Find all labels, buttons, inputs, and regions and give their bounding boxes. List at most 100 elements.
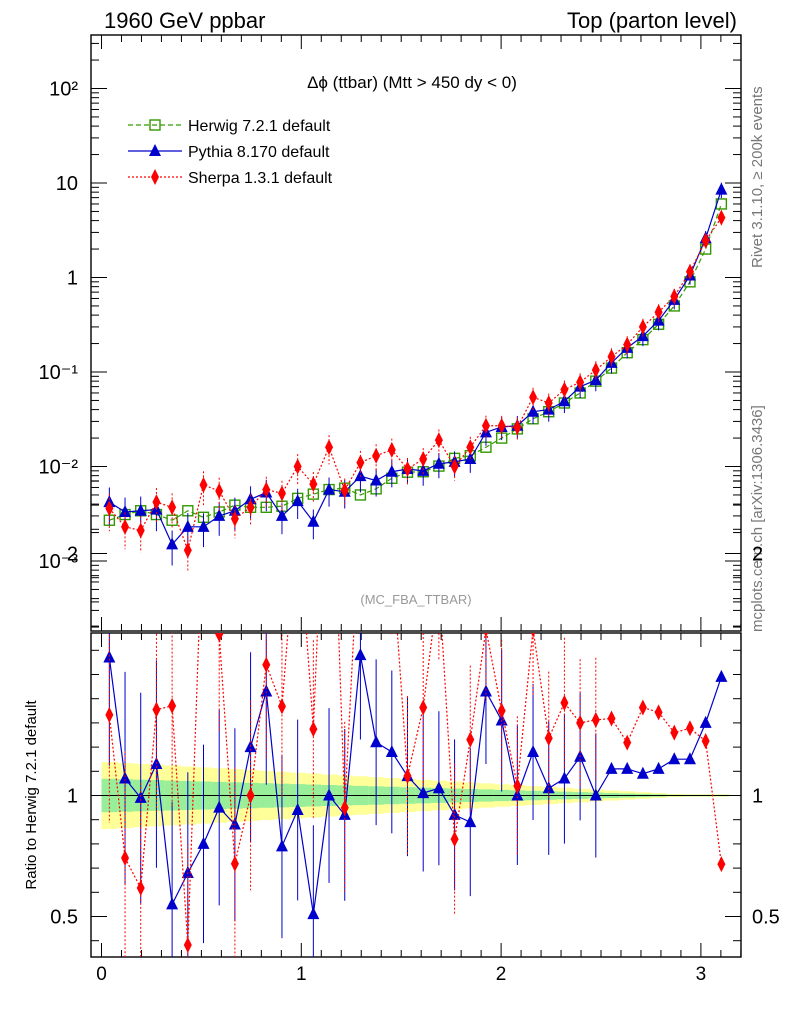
sherpa-1-3-1-default-ratio-point bbox=[183, 936, 192, 953]
sherpa-1-3-1-default-ratio-point bbox=[607, 710, 616, 727]
pythia-8-170-default-ratio-point bbox=[621, 761, 634, 774]
pythia-8-170-default-ratio-line bbox=[108, 655, 722, 915]
sherpa-1-3-1-default-ratio-point bbox=[497, 702, 506, 719]
upper-plot-frame bbox=[90, 34, 742, 632]
sherpa-1-3-1-default-ratio-point bbox=[121, 849, 130, 866]
pythia-8-170-default-ratio-point bbox=[652, 761, 665, 774]
header-left-label: 1960 GeV ppbar bbox=[104, 8, 265, 33]
plot-title: Δϕ (ttbar) (Mtt > 450 dy < 0) bbox=[307, 73, 517, 92]
pythia-8-170-default-ratio-point bbox=[417, 786, 430, 799]
pythia-8-170-default-point bbox=[181, 519, 194, 532]
pythia-8-170-default-point bbox=[370, 473, 383, 486]
sherpa-1-3-1-default-point bbox=[591, 361, 600, 378]
sherpa-1-3-1-default-point bbox=[434, 432, 443, 449]
sherpa-1-3-1-default-point bbox=[325, 439, 334, 456]
ratio-y-tick-label: 1 bbox=[752, 786, 763, 808]
legend-marker bbox=[149, 119, 161, 131]
pythia-8-170-default-ratio-point bbox=[260, 684, 273, 697]
y-tick-label: 10 bbox=[56, 173, 78, 195]
pythia-8-170-default-ratio-point bbox=[275, 839, 288, 852]
pythia-8-170-default-point bbox=[715, 182, 728, 195]
pythia-8-170-default-ratio-point bbox=[448, 807, 461, 820]
sherpa-1-3-1-default-point bbox=[419, 451, 428, 468]
pythia-8-170-default-ratio-point bbox=[542, 781, 555, 794]
pythia-8-170-default-ratio-point bbox=[213, 800, 226, 813]
sherpa-1-3-1-default-ratio-point bbox=[168, 697, 177, 714]
sherpa-1-3-1-default-point bbox=[544, 394, 553, 411]
header-right-label: Top (parton level) bbox=[567, 8, 737, 33]
sherpa-1-3-1-default-ratio-point bbox=[309, 721, 318, 738]
sherpa-1-3-1-default-ratio-point bbox=[654, 704, 663, 721]
pythia-8-170-default-ratio-point bbox=[197, 836, 210, 849]
x-tick-label: 0 bbox=[96, 964, 107, 985]
x-tick-label: 3 bbox=[696, 964, 707, 985]
sherpa-1-3-1-default-point bbox=[387, 441, 396, 458]
sherpa-1-3-1-default-point bbox=[168, 499, 177, 516]
sherpa-1-3-1-default-ratio-point bbox=[530, 633, 536, 638]
pythia-8-170-default-point bbox=[385, 464, 398, 477]
sherpa-1-3-1-default-ratio-point bbox=[136, 880, 145, 897]
pythia-8-170-default-ratio-point bbox=[464, 815, 477, 828]
sherpa-1-3-1-default-point bbox=[403, 461, 412, 478]
pythia-8-170-default-ratio-point bbox=[385, 744, 398, 757]
pythia-8-170-default-ratio-point bbox=[370, 735, 383, 748]
pythia-8-170-default-ratio-point bbox=[715, 669, 728, 682]
legend-label: Sherpa 1.3.1 default bbox=[188, 170, 333, 187]
sherpa-1-3-1-default-point bbox=[717, 209, 726, 226]
sherpa-1-3-1-default-point bbox=[277, 485, 286, 502]
pythia-8-170-default-ratio-point bbox=[181, 865, 194, 878]
sherpa-1-3-1-default-point bbox=[340, 482, 349, 499]
sherpa-1-3-1-default-point bbox=[529, 389, 538, 406]
pythia-8-170-default-point bbox=[244, 492, 257, 505]
ratio-y-tick-label: 0.5 bbox=[752, 907, 780, 929]
sherpa-1-3-1-default-ratio-point bbox=[277, 698, 286, 715]
pythia-8-170-default-point bbox=[197, 519, 210, 532]
sherpa-1-3-1-default-point bbox=[670, 288, 679, 305]
legend-marker bbox=[151, 169, 159, 185]
analysis-watermark: (MC_FBA_TTBAR) bbox=[360, 592, 471, 607]
sherpa-1-3-1-default-point bbox=[576, 374, 585, 391]
x-tick-label: 2 bbox=[496, 964, 507, 985]
pythia-8-170-default-point bbox=[213, 508, 226, 521]
sherpa-1-3-1-default-point bbox=[199, 476, 208, 493]
sherpa-1-3-1-default-ratio-point bbox=[246, 787, 255, 804]
pythia-8-170-default-ratio-point bbox=[307, 907, 320, 920]
herwig-7-2-1-default-line bbox=[109, 203, 722, 521]
sherpa-1-3-1-default-ratio-point bbox=[403, 768, 412, 785]
sherpa-1-3-1-default-point bbox=[215, 483, 224, 500]
pythia-8-170-default-ratio-point bbox=[636, 766, 649, 779]
sherpa-1-3-1-default-point bbox=[701, 232, 710, 249]
pythia-8-170-default-point bbox=[307, 514, 320, 527]
sherpa-1-3-1-default-ratio-point bbox=[230, 855, 239, 872]
sherpa-1-3-1-default-ratio-point bbox=[670, 724, 679, 741]
sherpa-1-3-1-default-ratio-point bbox=[544, 730, 553, 747]
sherpa-1-3-1-default-ratio-point bbox=[638, 699, 647, 716]
sherpa-1-3-1-default-ratio-point bbox=[419, 699, 428, 716]
sherpa-1-3-1-default-point bbox=[623, 336, 632, 353]
pythia-8-170-default-point bbox=[558, 394, 571, 407]
sherpa-1-3-1-default-point bbox=[356, 454, 365, 471]
sherpa-1-3-1-default-ratio-point bbox=[576, 714, 585, 731]
sherpa-1-3-1-default-ratio-point bbox=[152, 701, 161, 718]
sherpa-1-3-1-default-ratio-point bbox=[262, 656, 271, 673]
upper-series-group bbox=[103, 182, 728, 571]
pythia-8-170-default-ratio-point bbox=[589, 788, 602, 801]
sherpa-1-3-1-default-ratio-point bbox=[717, 856, 726, 873]
sherpa-1-3-1-default-point bbox=[309, 476, 318, 493]
pythia-8-170-default-ratio-point bbox=[605, 761, 618, 774]
sherpa-1-3-1-default-point bbox=[372, 447, 381, 464]
sherpa-1-3-1-default-point bbox=[293, 458, 302, 475]
pythia-8-170-default-ratio-point bbox=[668, 752, 681, 765]
legend-marker bbox=[149, 144, 161, 156]
pythia-8-170-default-point bbox=[323, 482, 336, 495]
sherpa-1-3-1-default-point bbox=[450, 458, 459, 475]
pythia-8-170-default-ratio-point bbox=[699, 715, 712, 728]
sherpa-1-3-1-default-ratio-point bbox=[215, 633, 224, 643]
sherpa-1-3-1-default-point bbox=[560, 381, 569, 398]
y-tick-label: 10² bbox=[49, 79, 78, 101]
ratio-y-tick-label: 1 bbox=[67, 786, 78, 808]
pythia-8-170-default-ratio-point bbox=[291, 803, 304, 816]
pythia-8-170-default-point bbox=[134, 503, 147, 516]
sherpa-1-3-1-default-ratio-point bbox=[560, 694, 569, 711]
y-tick-label: 1 bbox=[67, 268, 78, 290]
